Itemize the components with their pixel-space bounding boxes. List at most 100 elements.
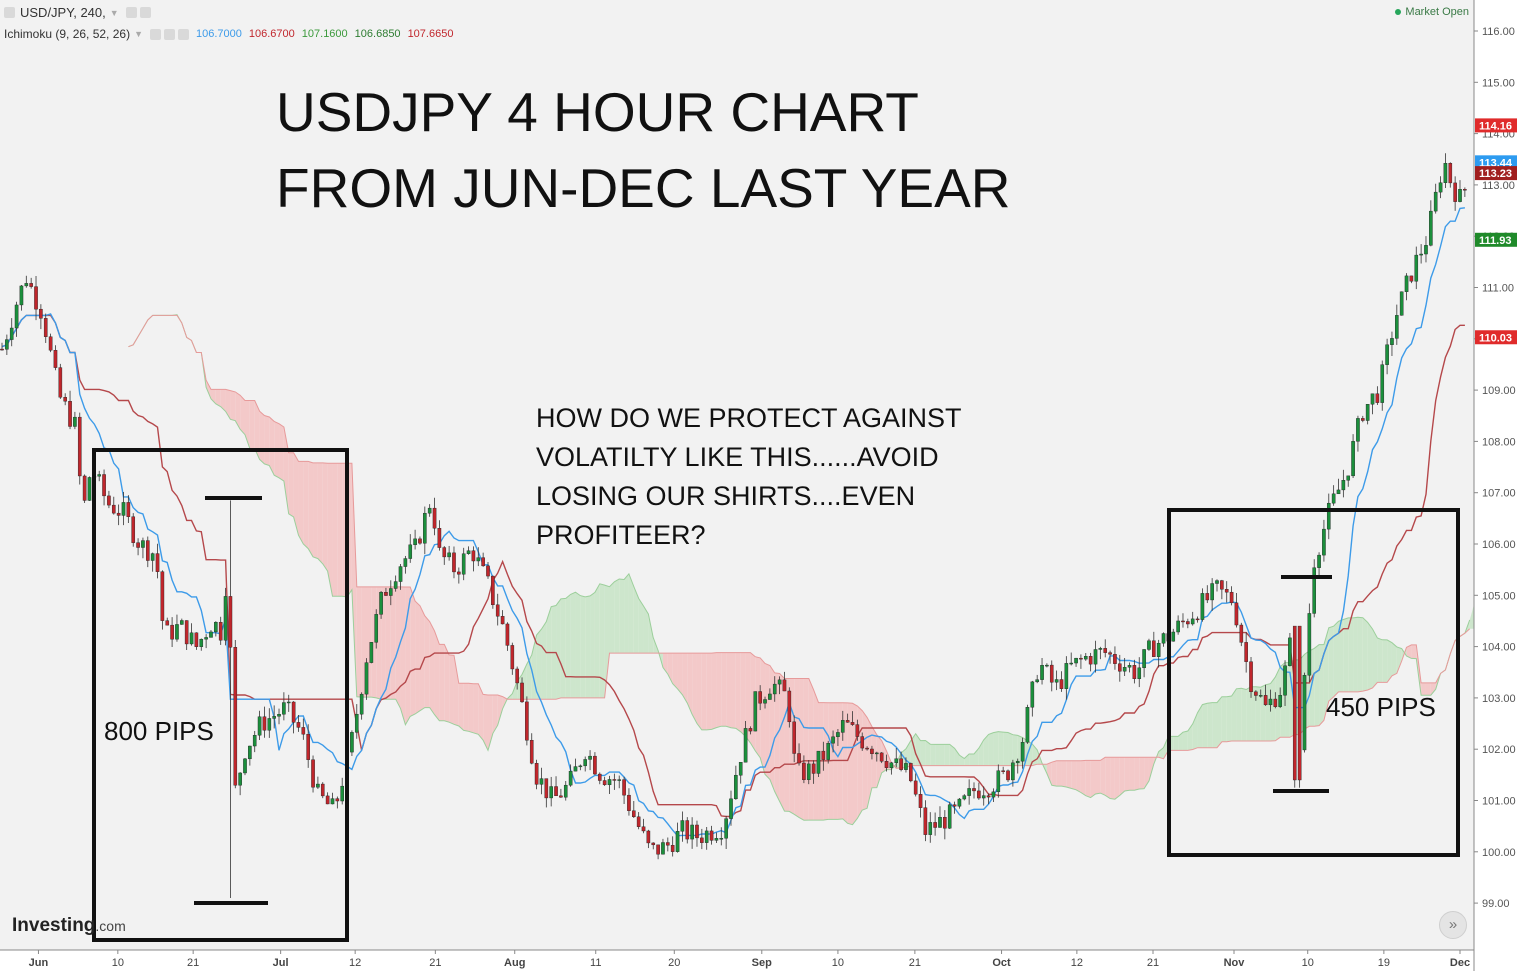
cloud-segment bbox=[279, 423, 284, 482]
candlesticks bbox=[0, 153, 1467, 898]
candle-body bbox=[923, 807, 928, 835]
collapse-icon[interactable] bbox=[4, 7, 15, 18]
cloud-segment bbox=[1114, 757, 1120, 800]
cloud-segment bbox=[288, 452, 294, 517]
candle-body bbox=[199, 638, 204, 647]
candle-body bbox=[1370, 393, 1375, 405]
cloud-segment bbox=[1357, 617, 1363, 692]
cloud-segment bbox=[424, 615, 430, 708]
cloud-segment bbox=[706, 653, 712, 730]
cloud-segment bbox=[949, 744, 955, 766]
candle-body bbox=[1025, 707, 1030, 743]
candle-body bbox=[1409, 275, 1414, 282]
cloud-segment bbox=[259, 411, 265, 464]
candle-body bbox=[1224, 589, 1229, 593]
scroll-to-latest-button[interactable]: » bbox=[1439, 911, 1467, 939]
chevron-down-icon[interactable]: ▼ bbox=[134, 29, 143, 39]
cloud-segment bbox=[249, 400, 255, 449]
settings-icon[interactable] bbox=[164, 28, 175, 40]
candle-body bbox=[486, 565, 490, 577]
candle-body bbox=[802, 762, 806, 780]
cloud-segment bbox=[624, 573, 629, 654]
left-box-pips-label: 800 PIPS bbox=[104, 716, 214, 746]
price-tick-label: 107.00 bbox=[1482, 488, 1516, 500]
cloud-segment bbox=[1071, 760, 1077, 790]
watermark-brand: Investing bbox=[12, 915, 96, 936]
candle-body bbox=[282, 702, 286, 715]
cloud-segment bbox=[871, 726, 877, 788]
candle-body bbox=[646, 830, 651, 844]
candle-body bbox=[1443, 163, 1448, 183]
cloud-segment bbox=[580, 595, 586, 698]
indicator-legend[interactable]: Ichimoku (9, 26, 52, 26) ▼ 106.7000 106.… bbox=[4, 27, 453, 41]
candle-body bbox=[150, 553, 155, 561]
time-tick-label: 21 bbox=[187, 957, 199, 969]
time-tick-label: 21 bbox=[429, 957, 441, 969]
candle-body bbox=[1054, 679, 1059, 683]
candle-body bbox=[661, 842, 665, 855]
candle-body bbox=[967, 788, 971, 796]
candle-body bbox=[1229, 591, 1234, 604]
candle-body bbox=[1297, 625, 1302, 781]
candle-body bbox=[651, 842, 656, 846]
candle-body bbox=[228, 596, 233, 648]
candle-body bbox=[457, 571, 461, 575]
candle-body bbox=[301, 727, 306, 735]
candle-body bbox=[354, 713, 359, 733]
cloud-segment bbox=[1076, 760, 1081, 793]
cloud-segment bbox=[808, 678, 814, 821]
candle-body bbox=[233, 647, 238, 786]
price-axis-panel bbox=[1474, 0, 1517, 971]
eye-icon[interactable] bbox=[125, 7, 137, 18]
candle-body bbox=[495, 604, 500, 617]
cloud-segment bbox=[400, 586, 406, 725]
time-tick-label: 12 bbox=[349, 957, 361, 969]
cloud-segment bbox=[682, 653, 688, 704]
price-tag bbox=[1475, 232, 1517, 247]
cloud-segment bbox=[1411, 644, 1417, 659]
settings-icon[interactable] bbox=[139, 7, 151, 18]
cloud-segment bbox=[429, 621, 435, 715]
cloud-segment bbox=[1353, 617, 1358, 692]
investing-logo[interactable]: Investing.com bbox=[12, 915, 126, 937]
chevron-down-icon[interactable]: ▼ bbox=[109, 7, 119, 18]
cloud-segment bbox=[337, 463, 343, 597]
candle-body bbox=[1307, 613, 1312, 676]
cloud-segment bbox=[920, 740, 926, 766]
cloud-segment bbox=[468, 683, 474, 733]
candle-body bbox=[0, 348, 4, 351]
candle-body bbox=[1258, 695, 1263, 697]
candle-body bbox=[670, 845, 675, 852]
time-tick-label: 21 bbox=[1147, 957, 1159, 969]
candle-body bbox=[700, 837, 704, 843]
cloud-segment bbox=[594, 583, 600, 698]
candle-body bbox=[223, 596, 228, 641]
candle-body bbox=[1079, 657, 1083, 660]
candle-body bbox=[442, 547, 447, 558]
candle-body bbox=[1438, 182, 1443, 193]
cloud-segment bbox=[696, 653, 702, 730]
candle-body bbox=[1433, 191, 1438, 212]
candle-body bbox=[491, 575, 495, 606]
cloud-segment bbox=[381, 586, 386, 700]
cloud-segment bbox=[215, 389, 221, 407]
cloud-segment bbox=[740, 652, 746, 737]
candle-body bbox=[1020, 742, 1025, 762]
candle-body bbox=[476, 557, 481, 562]
close-icon[interactable] bbox=[178, 28, 189, 40]
candle-body bbox=[1045, 664, 1049, 667]
symbol-legend[interactable]: USD/JPY, 240, ▼ bbox=[4, 5, 151, 20]
candle-body bbox=[77, 416, 82, 477]
candle-body bbox=[131, 516, 136, 543]
candle-body bbox=[437, 528, 442, 548]
candle-body bbox=[539, 778, 544, 785]
time-tick-label: Dec bbox=[1450, 957, 1470, 969]
double-chevron-right-icon: » bbox=[1448, 916, 1458, 933]
cloud-segment bbox=[1260, 684, 1266, 742]
candle-body bbox=[758, 691, 762, 704]
eye-icon[interactable] bbox=[150, 28, 161, 40]
candle-body bbox=[243, 758, 247, 774]
candle-body bbox=[894, 758, 899, 764]
